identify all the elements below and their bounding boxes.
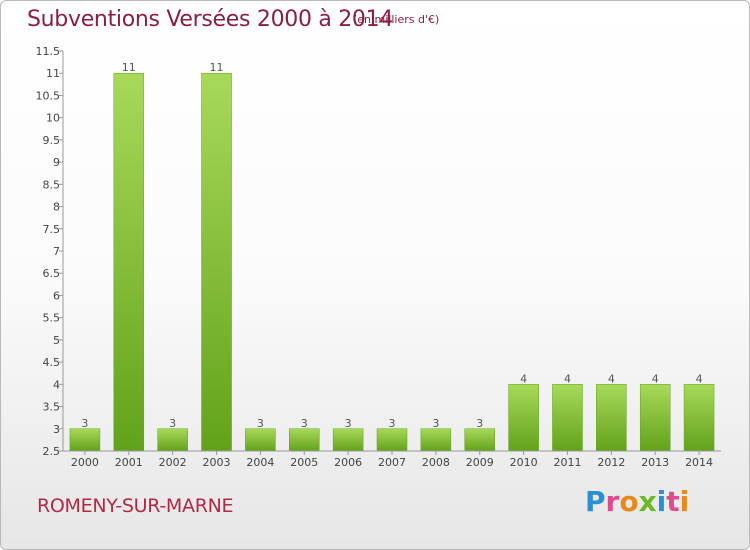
logo-letter: t <box>666 485 680 518</box>
y-tick-label: 4 <box>53 378 60 391</box>
y-tick-label: 10.5 <box>36 89 61 102</box>
x-tick-label: 2008 <box>422 456 450 469</box>
bar-value-label: 11 <box>210 61 224 74</box>
bar-2007 <box>376 428 408 452</box>
y-tick-label: 3.5 <box>43 401 61 414</box>
y-tick-label: 2.5 <box>43 445 61 458</box>
x-tick-label: 2014 <box>685 456 713 469</box>
y-tick-label: 4.5 <box>43 356 61 369</box>
x-tick-label: 2005 <box>290 456 318 469</box>
y-tick-label: 8 <box>53 201 60 214</box>
y-tick-label: 11.5 <box>36 45 61 58</box>
x-tick-label: 2011 <box>553 456 581 469</box>
bar-value-label: 3 <box>257 417 264 430</box>
bar-value-label: 4 <box>696 372 703 385</box>
y-axis: 2.5 3 3.5 4 4.5 5 5.5 6 6.5 7 7.5 8 8.5 9 9.5 10 10.5 11 1… <box>36 45 64 458</box>
x-tick-label: 2009 <box>466 456 494 469</box>
y-tick-label: 5.5 <box>43 312 61 325</box>
bars: 3 11 3 11 3 3 3 3 3 3 4 4 4 4 4 <box>69 61 715 452</box>
bar-value-label: 3 <box>476 417 483 430</box>
bar-value-label: 11 <box>122 61 136 74</box>
x-tick-label: 2000 <box>71 456 99 469</box>
bar-2000 <box>69 428 101 452</box>
x-tick-label: 2010 <box>510 456 538 469</box>
y-tick-label: 3 <box>53 423 60 436</box>
commune-name: ROMENY-SUR-MARNE <box>37 495 234 517</box>
y-tick-label: 7 <box>53 245 60 258</box>
bar-value-label: 4 <box>608 372 615 385</box>
y-tick-label: 11 <box>46 67 60 80</box>
bar-2006 <box>332 428 364 452</box>
bar-2008 <box>420 428 452 452</box>
logo-letter: P <box>585 485 606 518</box>
x-tick-label: 2007 <box>378 456 406 469</box>
logo-letter: x <box>638 485 657 518</box>
chart-title: Subventions Versées 2000 à 2014 <box>27 7 394 32</box>
x-axis: 2000 2001 2002 2003 2004 2005 2006 2007 2008 2009… <box>63 450 721 469</box>
y-tick-label: 10 <box>46 112 60 125</box>
bar-value-label: 3 <box>301 417 308 430</box>
logo-letter: i <box>679 485 690 518</box>
bar-2010 <box>508 384 539 452</box>
bar-2003 <box>201 72 232 452</box>
y-tick-label: 5 <box>53 334 60 347</box>
bar-value-label: 4 <box>564 372 571 385</box>
x-tick-label: 2003 <box>203 456 231 469</box>
bar-value-label: 3 <box>432 417 439 430</box>
bar-2005 <box>289 428 320 452</box>
x-tick-label: 2006 <box>334 456 362 469</box>
y-tick-label: 7.5 <box>43 223 61 236</box>
bar-value-label: 3 <box>169 417 176 430</box>
y-tick-label: 8.5 <box>43 178 61 191</box>
bar-2011 <box>552 384 583 452</box>
bar-2013 <box>639 384 671 452</box>
chart-subtitle: (en milliers d'€) <box>353 13 440 26</box>
bar-2009 <box>464 428 495 452</box>
x-tick-label: 2001 <box>115 456 143 469</box>
y-tick-label: 9 <box>53 156 60 169</box>
logo-letter: r <box>605 485 620 518</box>
bar-value-label: 4 <box>652 372 659 385</box>
bar-2012 <box>596 384 627 452</box>
proxiti-logo[interactable]: Proxiti <box>585 485 689 518</box>
bar-2001 <box>113 72 145 452</box>
x-tick-label: 2012 <box>597 456 625 469</box>
x-tick-label: 2013 <box>641 456 669 469</box>
bar-value-label: 3 <box>81 417 88 430</box>
y-tick-label: 6 <box>53 289 60 302</box>
x-tick-label: 2002 <box>159 456 187 469</box>
logo-letter: i <box>656 485 667 518</box>
y-tick-label: 9.5 <box>43 134 61 147</box>
bar-value-label: 4 <box>520 372 527 385</box>
bar-value-label: 3 <box>389 417 396 430</box>
bar-value-label: 3 <box>345 417 352 430</box>
logo-letter: o <box>619 485 639 518</box>
x-tick-label: 2004 <box>246 456 274 469</box>
bar-2002 <box>157 428 188 452</box>
bar-2004 <box>245 428 276 452</box>
y-tick-label: 6.5 <box>43 267 61 280</box>
bar-2014 <box>683 384 715 452</box>
